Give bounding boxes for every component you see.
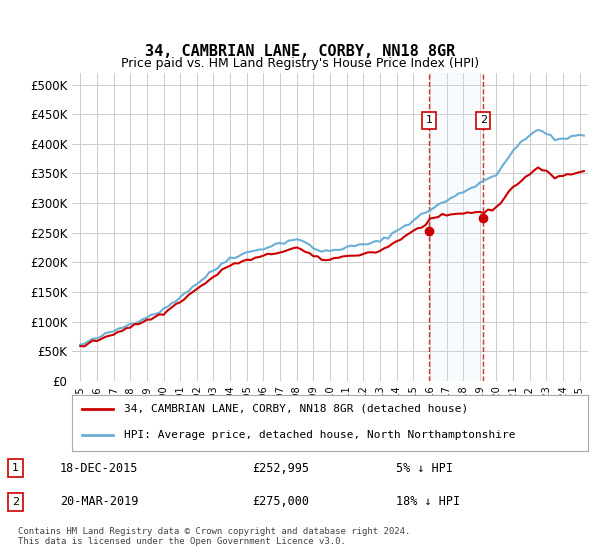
Text: £252,995: £252,995 (252, 462, 309, 475)
Text: 5% ↓ HPI: 5% ↓ HPI (396, 462, 453, 475)
Text: HPI: Average price, detached house, North Northamptonshire: HPI: Average price, detached house, Nort… (124, 430, 515, 440)
Text: 18-DEC-2015: 18-DEC-2015 (60, 462, 139, 475)
Text: 34, CAMBRIAN LANE, CORBY, NN18 8GR: 34, CAMBRIAN LANE, CORBY, NN18 8GR (145, 44, 455, 59)
Text: Contains HM Land Registry data © Crown copyright and database right 2024.
This d: Contains HM Land Registry data © Crown c… (18, 526, 410, 546)
Text: 20-MAR-2019: 20-MAR-2019 (60, 496, 139, 508)
Text: Price paid vs. HM Land Registry's House Price Index (HPI): Price paid vs. HM Land Registry's House … (121, 57, 479, 70)
Text: 18% ↓ HPI: 18% ↓ HPI (396, 496, 460, 508)
Text: 2: 2 (12, 497, 19, 507)
Text: 34, CAMBRIAN LANE, CORBY, NN18 8GR (detached house): 34, CAMBRIAN LANE, CORBY, NN18 8GR (deta… (124, 404, 468, 414)
Text: 1: 1 (12, 463, 19, 473)
Text: £275,000: £275,000 (252, 496, 309, 508)
Text: 1: 1 (425, 115, 433, 125)
Bar (429, 73, 483, 381)
Text: 2: 2 (480, 115, 487, 125)
